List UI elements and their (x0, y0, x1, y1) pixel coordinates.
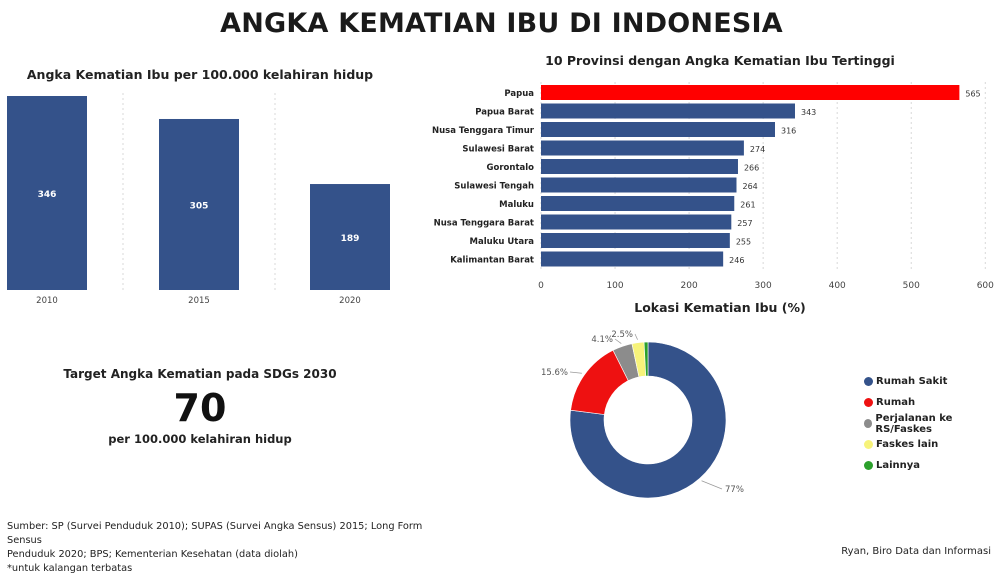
credit: Ryan, Biro Data dan Informasi (841, 546, 991, 557)
slice-label: 15.6% (541, 368, 568, 378)
y-category-label: Nusa Tenggara Timur (432, 126, 535, 136)
y-category-label: Maluku (499, 200, 534, 210)
bar-value-label: 565 (965, 90, 980, 99)
page-title: ANGKA KEMATIAN IBU DI INDONESIA (220, 8, 783, 39)
bar-value-label: 316 (781, 127, 796, 136)
x-tick-label: 2015 (188, 296, 210, 306)
legend-item-rumah-sakit: Rumah Sakit (864, 371, 1003, 392)
y-category-label: Papua Barat (475, 108, 534, 118)
bar-value-label: 189 (341, 234, 360, 244)
x-tick-label: 2010 (36, 296, 58, 306)
bar-sulawesi-tengah (541, 177, 737, 193)
legend-item-perjalanan-ke-rs-faskes: Perjalanan ke RS/Faskes (864, 412, 1003, 435)
bar-maluku-utara (541, 233, 730, 248)
slice-label: 4.1% (591, 335, 613, 345)
bar-kalimantan-barat (541, 251, 724, 267)
location-donut-chart: 77% 15.6% 4.1%2.5% (541, 330, 744, 499)
x-tick-label: 200 (681, 281, 698, 291)
leader-line (614, 338, 622, 344)
x-tick-label: 0 (538, 281, 544, 291)
legend-label: Rumah (876, 397, 916, 408)
leader-line (701, 480, 723, 490)
bar-value-label: 266 (744, 164, 759, 173)
target-label: Target Angka Kematian pada SDGs 2030 (63, 367, 337, 381)
x-tick-label: 600 (977, 281, 994, 291)
donut-chart-title: Lokasi Kematian Ibu (%) (634, 300, 806, 315)
slice-label: 77% (725, 485, 744, 495)
bar-maluku (541, 196, 735, 211)
legend-swatch (864, 419, 873, 428)
y-category-label: Sulawesi Tengah (454, 182, 534, 192)
target-unit: per 100.000 kelahiran hidup (108, 432, 292, 446)
y-category-label: Kalimantan Barat (450, 256, 534, 266)
source-line-2: Penduduk 2020; BPS; Kementerian Kesehata… (7, 549, 298, 560)
donut-legend: Rumah Sakit Rumah Perjalanan ke RS/Faskes F… (864, 371, 1003, 476)
legend-label: Perjalanan ke RS/Faskes (875, 412, 953, 435)
target-value: 70 (173, 386, 227, 430)
legend-label: Faskes lain (876, 439, 939, 450)
legend-item-faskes-lain: Faskes lain (864, 434, 1003, 455)
y-category-label: Maluku Utara (470, 237, 535, 247)
y-category-label: Nusa Tenggara Barat (434, 219, 534, 229)
bar-sulawesi-barat (541, 140, 744, 156)
bar-2015 (159, 118, 239, 290)
leader-line (634, 333, 638, 340)
bar-nusa-tenggara-barat (541, 214, 732, 230)
legend-item-lainnya: Lainnya (864, 455, 1003, 476)
bar-value-label: 261 (740, 201, 755, 210)
bar-value-label: 257 (737, 219, 752, 228)
slice-lainnya (643, 341, 649, 377)
province-chart-title: 10 Provinsi dengan Angka Kematian Ibu Te… (545, 53, 895, 68)
bar-chart-title: Angka Kematian Ibu per 100.000 kelahiran… (26, 67, 374, 82)
legend-swatch (864, 377, 873, 386)
x-tick-label: 500 (903, 281, 920, 291)
bar-value-label: 346 (38, 190, 57, 200)
x-tick-label: 400 (829, 281, 846, 291)
bar-2020 (310, 184, 390, 290)
bar-value-label: 255 (736, 238, 751, 247)
legend-swatch (864, 398, 873, 407)
legend-item-rumah: Rumah (864, 392, 1003, 413)
bar-value-label: 264 (742, 182, 757, 191)
bar-nusa-tenggara-timur (541, 122, 775, 137)
legend-swatch (864, 461, 873, 470)
bar-value-label: 274 (750, 145, 765, 154)
restriction-note: *untuk kalangan terbatas (7, 563, 133, 574)
bar-papua-barat (541, 103, 795, 119)
bar-papua (541, 85, 960, 100)
slice-rumah-sakit (569, 341, 727, 499)
legend-label: Lainnya (876, 460, 921, 471)
bar-2010 (7, 96, 87, 290)
bar-gorontalo (541, 159, 738, 174)
bar-value-label: 305 (190, 201, 209, 211)
x-tick-label: 2020 (339, 296, 361, 306)
legend-swatch (864, 440, 873, 449)
x-tick-label: 300 (755, 281, 772, 291)
x-tick-label: 100 (606, 281, 623, 291)
legend-label: Rumah Sakit (876, 376, 948, 387)
bar-value-label: 343 (801, 108, 816, 117)
leader-line (569, 371, 582, 374)
bar-value-label: 246 (729, 256, 744, 265)
y-category-label: Papua (504, 89, 534, 99)
y-category-label: Gorontalo (487, 163, 535, 173)
y-category-label: Sulawesi Barat (462, 145, 534, 155)
slice-label: 2.5% (611, 330, 633, 340)
province-bar-chart: 0 100 200 300 400 500 600 Papua 565 Papua Barat 34… (432, 82, 994, 291)
yearly-bar-chart: 346 2010 305 2015 189 2020 (7, 93, 390, 306)
source-line-1: Sumber: SP (Survei Penduduk 2010); SUPAS… (7, 521, 423, 546)
